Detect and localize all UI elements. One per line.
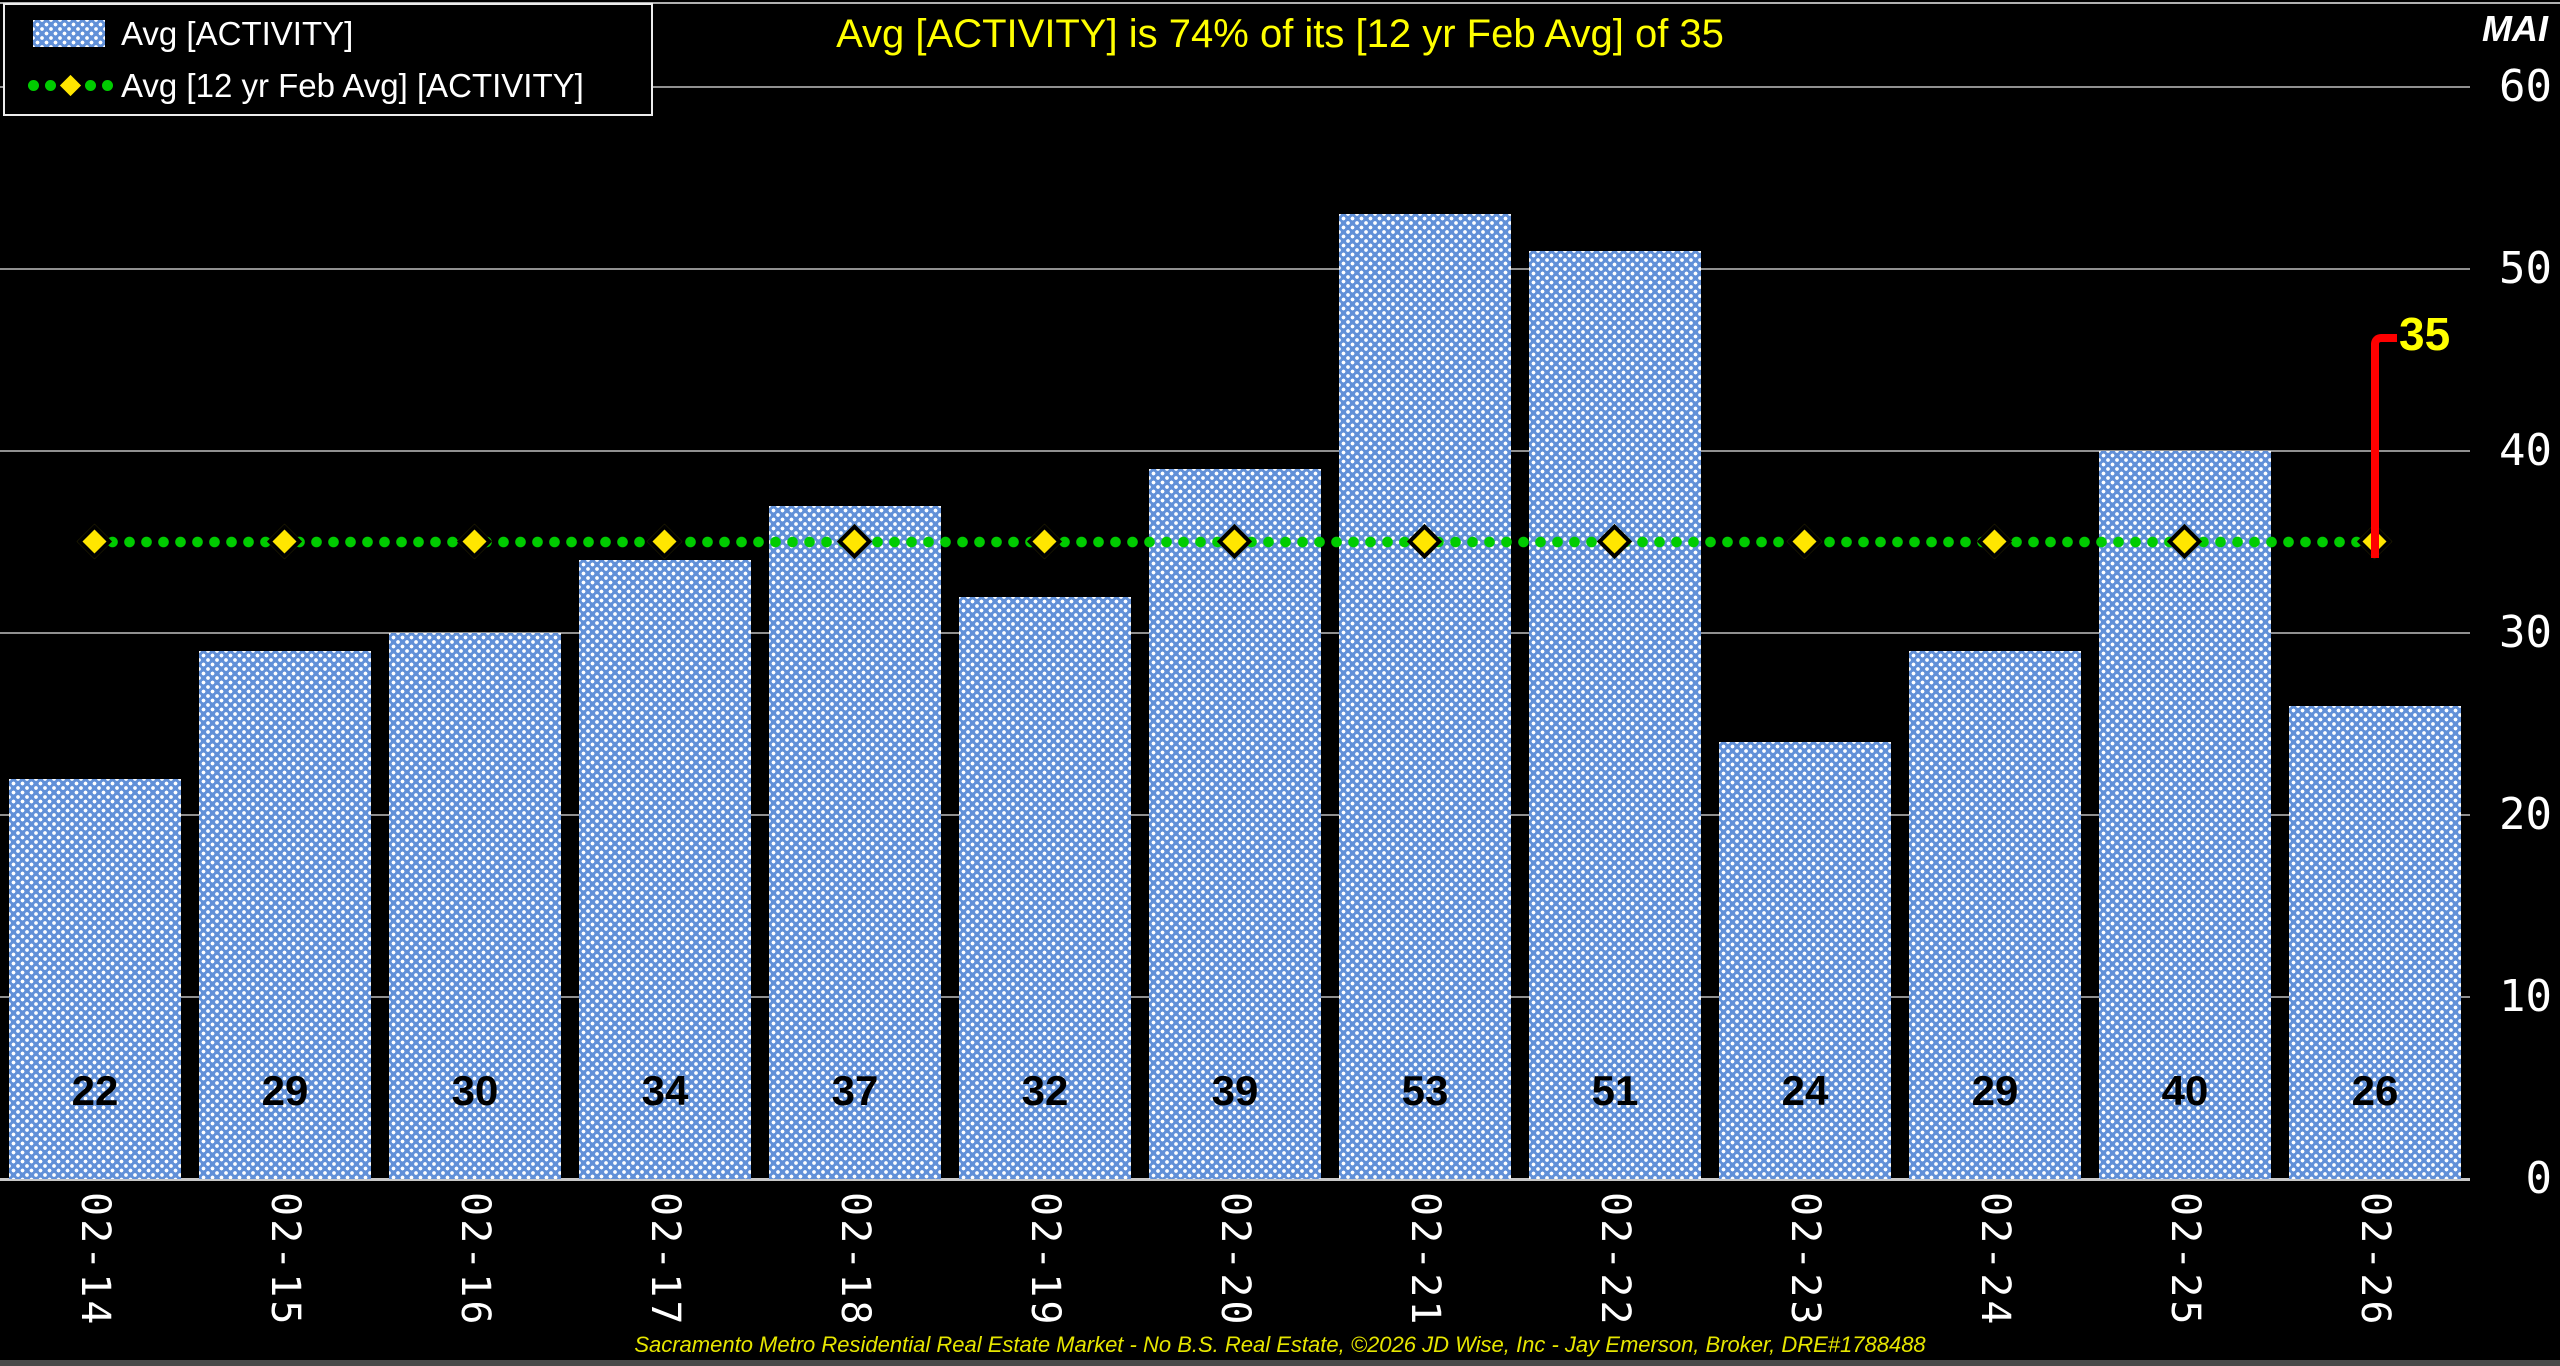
average-marker-diamond — [1976, 523, 2013, 560]
average-marker-diamond — [266, 523, 303, 560]
legend-item-bar-series: Avg [ACTIVITY] — [25, 10, 651, 58]
x-axis-tick-label: 02-15 — [262, 1192, 308, 1328]
x-axis-tick-label: 02-16 — [452, 1192, 498, 1328]
legend-marker-bar — [25, 20, 121, 47]
bar-value-label: 29 — [1971, 1067, 2019, 1114]
x-axis-tick-label: 02-23 — [1782, 1192, 1828, 1328]
bar-02-23 — [1719, 742, 1891, 1179]
bar-value-label: 39 — [1211, 1067, 1259, 1114]
bar-swatch-icon — [33, 20, 105, 47]
yellow-diamond-icon — [59, 74, 82, 97]
legend-item-label: Avg [12 yr Feb Avg] [ACTIVITY] — [121, 66, 584, 104]
bar-value-label: 22 — [71, 1067, 119, 1114]
x-axis-tick-label: 02-19 — [1022, 1192, 1068, 1328]
bar-02-22 — [1529, 251, 1701, 1179]
y-axis-tick-label: 0 — [2525, 1153, 2553, 1204]
y-axis-tick-label: 50 — [2499, 243, 2552, 294]
bar-02-14 — [9, 779, 181, 1179]
legend-item-label: Avg [ACTIVITY] — [121, 14, 354, 52]
green-dot-icon — [45, 80, 56, 91]
bar-value-label: 37 — [831, 1067, 879, 1114]
bar-02-25 — [2099, 451, 2271, 1179]
x-axis-tick-label: 02-25 — [2162, 1192, 2208, 1328]
green-dot-icon — [85, 80, 96, 91]
bar-02-17 — [579, 560, 751, 1179]
bar-value-label: 40 — [2161, 1067, 2209, 1114]
y-axis-tick-label: 40 — [2499, 425, 2552, 476]
bar-02-21 — [1339, 214, 1511, 1179]
annotation-value-label: 35 — [2399, 308, 2451, 360]
baseline — [0, 1178, 2470, 1181]
y-axis-tick-label: 30 — [2499, 607, 2552, 658]
legend-marker-dotted-line — [25, 74, 121, 97]
top-border — [0, 2, 2560, 4]
legend-item-avg-line: Avg [12 yr Feb Avg] [ACTIVITY] — [25, 62, 651, 110]
gridline-40 — [0, 450, 2470, 452]
annotation-callout-line — [2371, 334, 2397, 558]
bar-02-18 — [769, 506, 941, 1179]
bar-value-label: 24 — [1781, 1067, 1829, 1114]
average-marker-diamond — [76, 523, 113, 560]
bar-02-26 — [2289, 706, 2461, 1179]
bar-02-20 — [1149, 469, 1321, 1179]
green-dot-icon — [102, 80, 113, 91]
x-axis-tick-label: 02-21 — [1402, 1192, 1448, 1328]
mai-watermark: MAI — [2482, 8, 2548, 49]
y-axis-tick-label: 10 — [2499, 971, 2552, 1022]
bar-value-label: 51 — [1591, 1067, 1639, 1114]
bottom-border — [0, 1360, 2560, 1366]
bar-value-label: 30 — [451, 1067, 499, 1114]
x-axis-tick-label: 02-18 — [832, 1192, 878, 1328]
average-marker-diamond — [1786, 523, 1823, 560]
bar-02-24 — [1909, 651, 2081, 1179]
bar-value-label: 32 — [1021, 1067, 1069, 1114]
x-axis-tick-label: 02-17 — [642, 1192, 688, 1328]
x-axis-tick-label: 02-24 — [1972, 1192, 2018, 1328]
bar-value-label: 53 — [1401, 1067, 1449, 1114]
x-axis-tick-label: 02-20 — [1212, 1192, 1258, 1328]
bar-value-label: 34 — [641, 1067, 689, 1114]
x-axis-tick-label: 02-14 — [72, 1192, 118, 1328]
chart-title: Avg [ACTIVITY] is 74% of its [12 yr Feb … — [836, 12, 1724, 56]
bar-value-label: 29 — [261, 1067, 309, 1114]
y-axis-tick-label: 60 — [2499, 61, 2552, 112]
bar-02-15 — [199, 651, 371, 1179]
footer-credit: Sacramento Metro Residential Real Estate… — [634, 1332, 1926, 1357]
gridline-50 — [0, 268, 2470, 270]
bar-value-label: 26 — [2351, 1067, 2399, 1114]
average-marker-diamond — [646, 523, 683, 560]
average-marker-diamond — [456, 523, 493, 560]
gridline-60 — [0, 86, 2470, 88]
legend: Avg [ACTIVITY] Avg [12 yr Feb Avg] [ACTI… — [3, 3, 653, 116]
bar-02-16 — [389, 633, 561, 1179]
x-axis-tick-label: 02-22 — [1592, 1192, 1638, 1328]
bar-02-19 — [959, 597, 1131, 1179]
average-marker-diamond — [1026, 523, 1063, 560]
x-axis-tick-label: 02-26 — [2352, 1192, 2398, 1328]
green-dot-icon — [28, 80, 39, 91]
y-axis-tick-label: 20 — [2499, 789, 2552, 840]
